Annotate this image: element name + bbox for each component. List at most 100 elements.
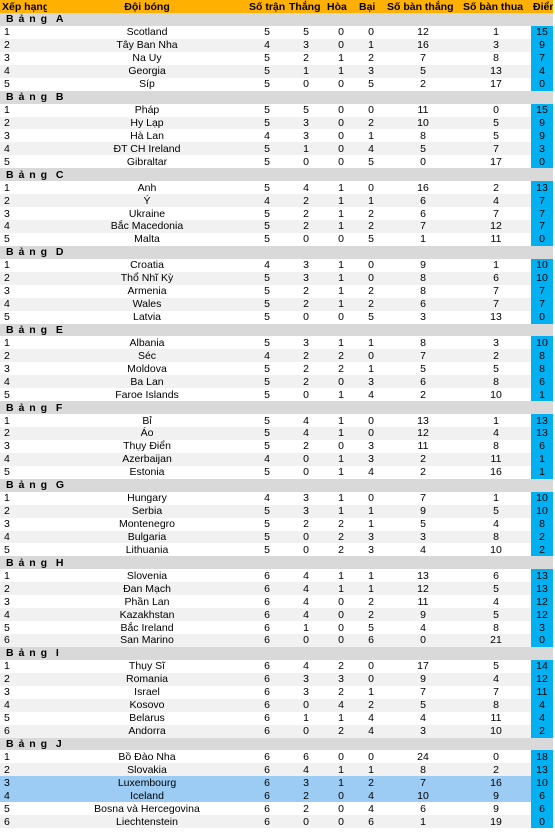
points-cell: 12 [531, 595, 553, 609]
table-row: 2 Slovakia 6 4 1 1 8 2 13 [0, 763, 553, 777]
drawn-cell: 0 [325, 750, 357, 764]
goals-against-cell: 8 [461, 621, 531, 634]
won-cell: 4 [287, 181, 325, 195]
won-cell: 3 [287, 491, 325, 505]
team-name: Malta [47, 232, 247, 246]
lost-cell: 0 [357, 491, 385, 505]
table-row: 1 Hungary 4 3 1 0 7 1 10 [0, 491, 553, 505]
lost-cell: 2 [357, 776, 385, 790]
table-row: 3 Montenegro 5 2 2 1 5 4 8 [0, 517, 553, 531]
drawn-cell: 1 [325, 504, 357, 518]
goals-for-cell: 7 [385, 491, 461, 505]
points-cell: 13 [531, 569, 553, 583]
table-row: 5 Bắc Ireland 6 1 0 5 4 8 3 [0, 621, 553, 634]
rank-cell: 1 [0, 258, 47, 272]
points-cell: 14 [531, 659, 553, 673]
played-cell: 6 [247, 763, 287, 777]
group-letter: A [55, 13, 65, 26]
table-row: 2 Tây Ban Nha 4 3 0 1 16 3 9 [0, 38, 553, 52]
won-cell: 1 [287, 64, 325, 78]
standings-body: B ả n g A 1 Scotland 5 5 0 0 12 1 15 2 Tây Ban Nha 4… [0, 13, 553, 829]
team-name: Áo [47, 427, 247, 440]
goals-for-cell: 16 [385, 181, 461, 195]
goals-for-cell: 5 [385, 698, 461, 712]
won-cell: 4 [287, 582, 325, 596]
drawn-cell: 1 [325, 51, 357, 65]
table-row: 2 Hy Lạp 5 3 0 2 10 5 9 [0, 116, 553, 130]
rank-cell: 4 [0, 297, 47, 311]
points-cell: 8 [531, 517, 553, 531]
played-cell: 6 [247, 724, 287, 738]
team-name: Croatia [47, 258, 247, 272]
lost-cell: 1 [357, 362, 385, 376]
team-name: Slovenia [47, 569, 247, 583]
played-cell: 5 [247, 427, 287, 440]
group-letter: F [55, 401, 64, 414]
goals-against-cell: 2 [461, 181, 531, 195]
points-cell: 6 [531, 802, 553, 816]
table-row: 1 Thụy Sĩ 6 4 2 0 17 5 14 [0, 659, 553, 673]
goals-for-cell: 7 [385, 349, 461, 363]
header-goals-against: Số bàn thua [461, 0, 531, 13]
team-name: Na Uy [47, 51, 247, 65]
goals-for-cell: 2 [385, 77, 461, 91]
group-letter: H [55, 556, 65, 569]
lost-cell: 6 [357, 815, 385, 829]
team-name: Đan Mạch [47, 582, 247, 596]
rank-cell: 1 [0, 659, 47, 673]
goals-for-cell: 13 [385, 414, 461, 427]
won-cell: 0 [287, 310, 325, 324]
rank-cell: 2 [0, 672, 47, 686]
table-row: 4 Wales 5 2 1 2 6 7 7 [0, 297, 553, 311]
won-cell: 2 [287, 439, 325, 453]
points-cell: 13 [531, 427, 553, 440]
group-header-e: B ả n g E [0, 323, 553, 337]
played-cell: 6 [247, 685, 287, 699]
won-cell: 0 [287, 155, 325, 169]
points-cell: 15 [531, 103, 553, 117]
drawn-cell: 0 [325, 608, 357, 622]
table-row: 1 Albania 5 3 1 1 8 3 10 [0, 336, 553, 350]
rank-cell: 5 [0, 465, 47, 479]
goals-for-cell: 8 [385, 271, 461, 285]
rank-cell: 2 [0, 271, 47, 285]
goals-for-cell: 12 [385, 25, 461, 39]
points-cell: 2 [531, 530, 553, 544]
lost-cell: 0 [357, 414, 385, 427]
goals-for-cell: 1 [385, 815, 461, 829]
table-row: 2 Romania 6 3 3 0 9 4 12 [0, 672, 553, 686]
lost-cell: 0 [357, 103, 385, 117]
table-row: 4 Kosovo 6 0 4 2 5 8 4 [0, 698, 553, 712]
goals-for-cell: 6 [385, 207, 461, 220]
points-cell: 3 [531, 142, 553, 156]
points-cell: 10 [531, 491, 553, 505]
points-cell: 0 [531, 815, 553, 829]
played-cell: 5 [247, 465, 287, 479]
played-cell: 6 [247, 672, 287, 686]
table-row: 1 Slovenia 6 4 1 1 13 6 13 [0, 569, 553, 583]
goals-against-cell: 2 [461, 763, 531, 777]
goals-against-cell: 11 [461, 232, 531, 246]
table-row: 3 Thụy Điển 5 2 0 3 11 8 6 [0, 439, 553, 453]
group-label: B ả n g [6, 323, 49, 336]
table-row: 1 Bỉ 5 4 1 0 13 1 13 [0, 414, 553, 427]
goals-for-cell: 9 [385, 608, 461, 622]
group-letter: B [55, 91, 65, 104]
drawn-cell: 1 [325, 763, 357, 777]
points-cell: 10 [531, 258, 553, 272]
goals-against-cell: 4 [461, 595, 531, 609]
played-cell: 5 [247, 207, 287, 220]
played-cell: 6 [247, 659, 287, 673]
won-cell: 2 [287, 349, 325, 363]
goals-for-cell: 2 [385, 452, 461, 466]
goals-against-cell: 5 [461, 504, 531, 518]
points-cell: 0 [531, 232, 553, 246]
table-row: 3 Ukraine 5 2 1 2 6 7 7 [0, 207, 553, 220]
lost-cell: 3 [357, 375, 385, 389]
played-cell: 5 [247, 25, 287, 39]
goals-for-cell: 6 [385, 375, 461, 389]
goals-for-cell: 8 [385, 129, 461, 143]
drawn-cell: 1 [325, 776, 357, 790]
lost-cell: 1 [357, 763, 385, 777]
won-cell: 5 [287, 103, 325, 117]
